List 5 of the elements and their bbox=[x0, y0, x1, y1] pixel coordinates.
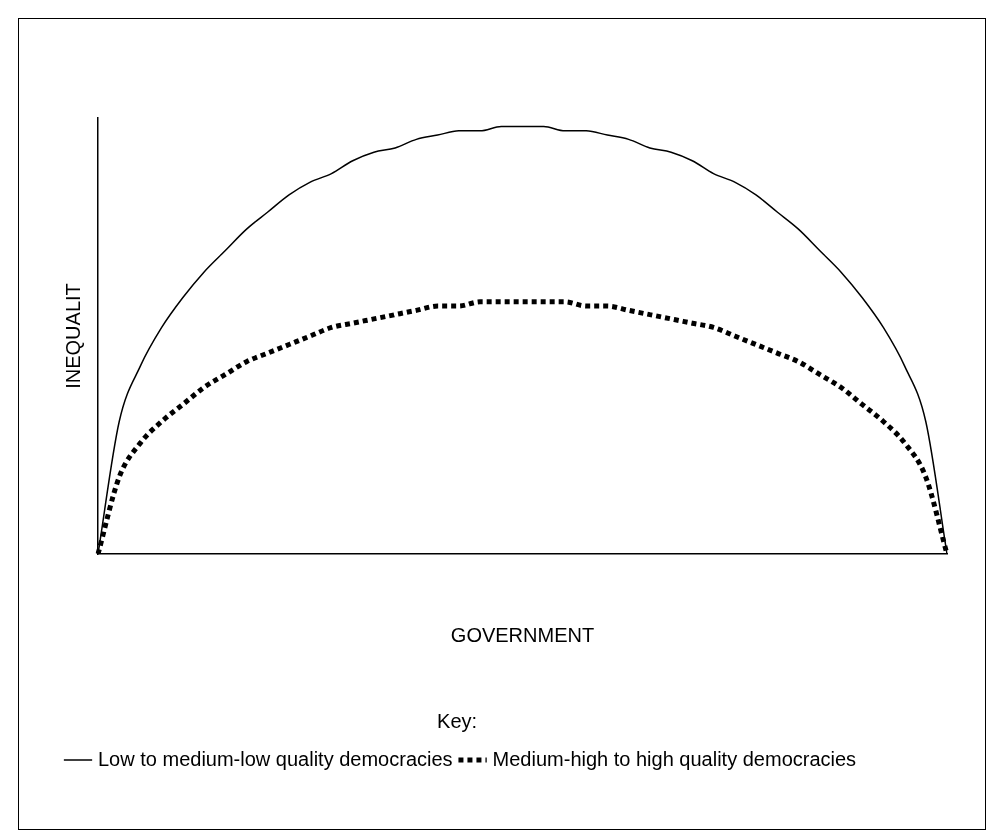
x-axis-title: GOVERNMENT bbox=[450, 623, 595, 646]
legend-title: Key: bbox=[437, 709, 478, 732]
legend-label: Low to medium-low quality democracies bbox=[98, 747, 453, 770]
legend-label: Medium-high to high quality democracies bbox=[492, 747, 857, 770]
y-axis-title: INEQUALIT bbox=[61, 283, 84, 389]
